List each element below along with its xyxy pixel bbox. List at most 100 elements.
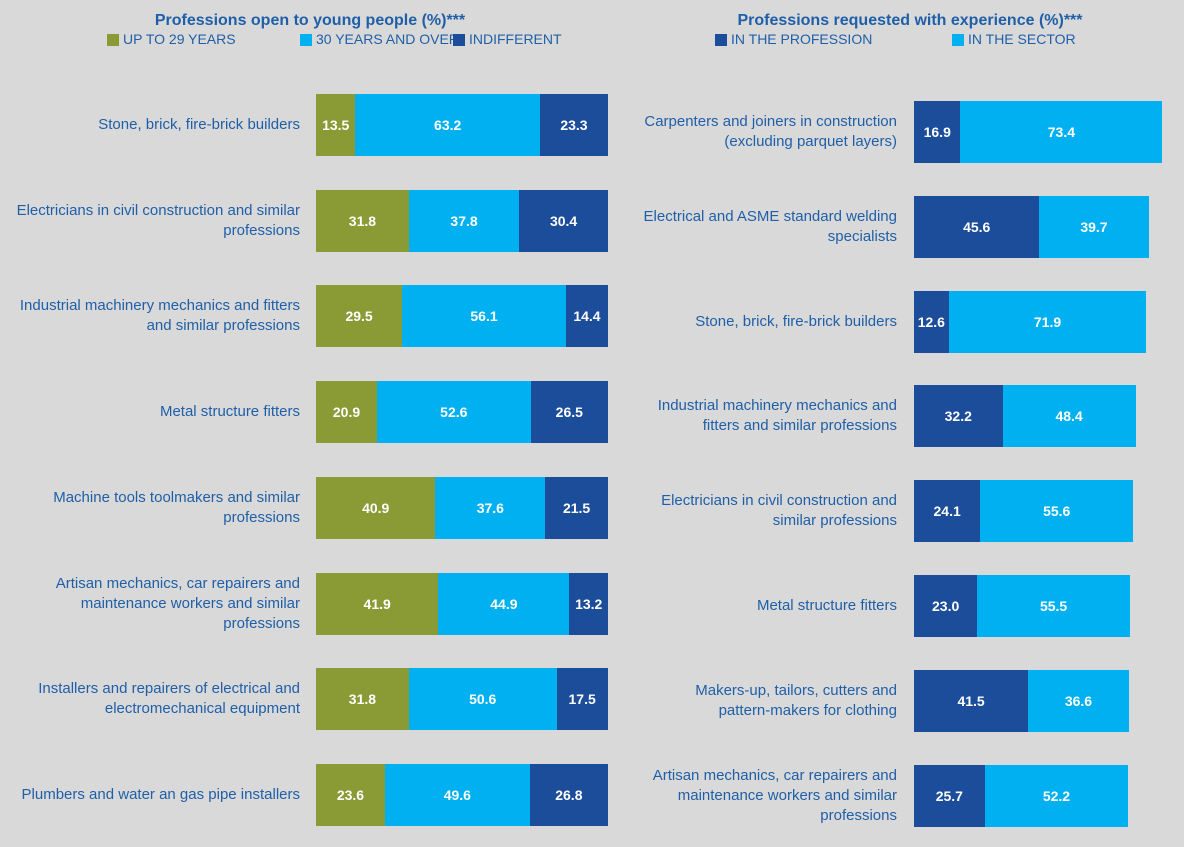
legend-label: IN THE SECTOR	[968, 31, 1076, 47]
bar-segment: 16.9	[914, 101, 961, 163]
bar-segment: 37.8	[408, 189, 520, 252]
bar-segment: 32.2	[914, 385, 1003, 448]
chart-title: Professions open to young people (%)***	[154, 12, 466, 29]
bar-segment: 45.6	[914, 195, 1040, 258]
value-label: 12.6	[917, 313, 945, 330]
bar-segment: 40.9	[316, 476, 436, 539]
bar-segment: 37.6	[435, 476, 546, 539]
legend-swatch	[715, 34, 727, 46]
value-label: 52.2	[1042, 787, 1071, 804]
category-label: Metal structure fitters	[159, 403, 300, 421]
value-label: 14.4	[573, 308, 601, 325]
legend-label: INDIFFERENT	[469, 31, 562, 47]
value-label: 41.5	[957, 692, 985, 709]
bar-segment: 20.9	[316, 381, 378, 444]
value-label: 13.2	[575, 595, 603, 612]
legend-label: 30 YEARS AND OVER	[316, 31, 459, 47]
category-label: Stone, brick, fire-brick builders	[695, 312, 897, 330]
value-label: 50.6	[469, 691, 497, 708]
bar-segment: 25.7	[914, 764, 985, 827]
category-label: Electricians in civil construction and s…	[661, 492, 897, 530]
bar-segment: 24.1	[914, 480, 981, 543]
category-label: Carpenters and joiners in construction (…	[644, 113, 897, 150]
bar-segment: 44.9	[438, 572, 570, 635]
value-label: 23.6	[336, 786, 365, 803]
bar-segment: 73.4	[960, 101, 1163, 163]
category-label: Artisan mechanics, car repairers and mai…	[652, 766, 897, 824]
value-label: 31.8	[348, 212, 377, 229]
value-label: 31.8	[348, 691, 377, 708]
chart-title: Professions requested with experience (%…	[737, 12, 1083, 29]
bar-segment: 41.9	[316, 572, 439, 635]
category-label: Industrial machinery mechanics and fitte…	[19, 297, 300, 335]
bar-segment: 30.4	[519, 189, 608, 252]
value-label: 32.2	[944, 408, 972, 425]
value-label: 63.2	[434, 117, 462, 133]
value-label: 29.5	[345, 308, 373, 325]
value-label: 23.3	[560, 117, 588, 133]
legend-swatch	[300, 34, 312, 46]
bar-segment: 71.9	[948, 290, 1147, 353]
bar-segment: 48.4	[1002, 385, 1136, 448]
category-label: Stone, brick, fire-brick builders	[98, 116, 300, 133]
category-label: Plumbers and water an gas pipe installer…	[21, 785, 300, 803]
bar-segment: 50.6	[408, 668, 557, 731]
category-label: Installers and repairers of electrical a…	[38, 680, 300, 718]
bar-segment: 31.8	[316, 668, 409, 731]
category-label: Machine tools toolmakers and similar pro…	[53, 488, 300, 526]
value-label: 37.6	[476, 499, 504, 516]
legend-label: UP TO 29 YEARS	[123, 31, 236, 47]
bar-segment: 23.6	[316, 763, 385, 826]
bar-segment: 21.5	[545, 476, 608, 539]
bar-segment: 39.7	[1039, 195, 1149, 258]
value-label: 71.9	[1033, 313, 1062, 330]
value-label: 17.5	[568, 691, 596, 708]
value-label: 24.1	[933, 503, 961, 520]
value-label: 55.5	[1039, 598, 1068, 614]
bar-segment: 55.6	[980, 480, 1134, 543]
value-label: 13.5	[322, 117, 350, 133]
value-label: 30.4	[549, 212, 578, 229]
value-label: 56.1	[470, 308, 498, 325]
legend-swatch	[952, 34, 964, 46]
value-label: 39.7	[1080, 218, 1108, 235]
value-label: 44.9	[490, 595, 518, 612]
value-label: 21.5	[562, 499, 591, 516]
bar-segment: 29.5	[316, 285, 403, 348]
value-label: 23.0	[932, 598, 960, 614]
bar-segment: 49.6	[384, 763, 530, 826]
value-label: 26.8	[555, 786, 583, 803]
bar-segment: 13.2	[569, 572, 608, 635]
bar-segment: 14.4	[565, 285, 608, 348]
bar-segment: 55.5	[977, 575, 1130, 637]
value-label: 48.4	[1055, 408, 1083, 425]
bar-segment: 17.5	[556, 668, 608, 731]
category-label: Industrial machinery mechanics and fitte…	[657, 397, 897, 435]
value-label: 45.6	[963, 218, 991, 235]
bar-segment: 63.2	[355, 94, 540, 156]
bar-segment: 31.8	[316, 189, 409, 252]
value-label: 40.9	[362, 499, 390, 516]
bar-segment: 26.8	[529, 763, 608, 826]
value-label: 25.7	[935, 787, 963, 804]
bar-segment: 23.0	[914, 575, 978, 637]
bar-segment: 23.3	[539, 94, 608, 156]
value-label: 16.9	[923, 124, 951, 140]
bar-segment: 56.1	[402, 285, 566, 348]
value-label: 36.6	[1064, 692, 1093, 709]
value-label: 73.4	[1047, 124, 1076, 140]
value-label: 55.6	[1043, 503, 1071, 520]
value-label: 52.6	[440, 404, 468, 421]
category-label: Electrical and ASME standard welding spe…	[643, 207, 897, 245]
category-label: Metal structure fitters	[756, 597, 897, 614]
category-label: Makers-up, tailors, cutters and pattern-…	[695, 681, 897, 719]
bar-segment: 13.5	[316, 94, 356, 156]
value-label: 37.8	[450, 212, 478, 229]
value-label: 41.9	[363, 595, 391, 612]
bar-segment: 36.6	[1028, 669, 1129, 732]
category-label: Electricians in civil construction and s…	[16, 201, 300, 239]
legend-swatch	[453, 34, 465, 46]
bar-segment: 41.5	[914, 669, 1029, 732]
bar-segment: 12.6	[914, 290, 949, 353]
